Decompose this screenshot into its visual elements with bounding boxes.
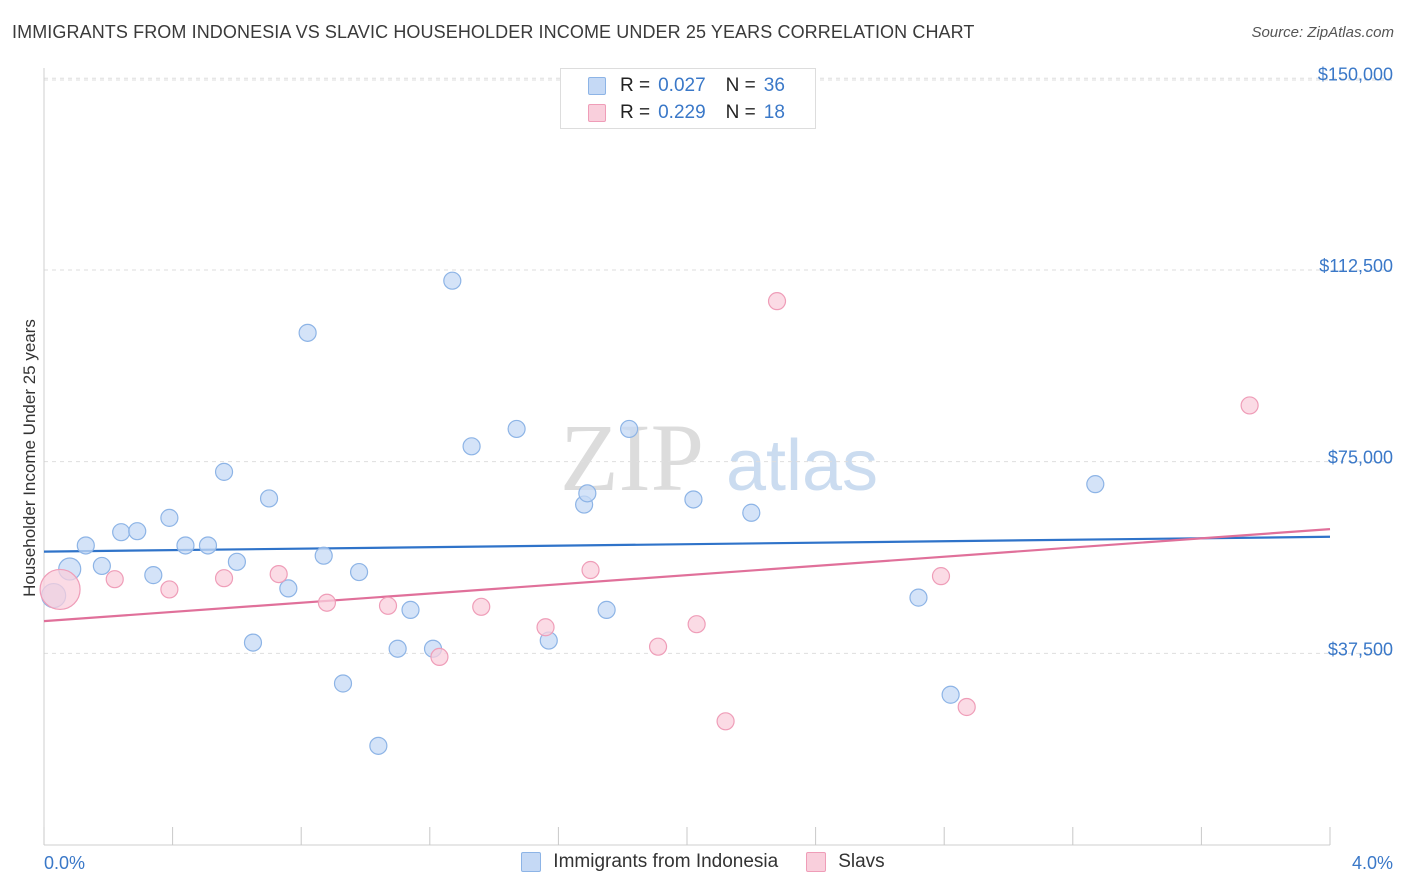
- indonesia-point: [214, 462, 234, 481]
- indonesia-point: [279, 579, 298, 598]
- slavs-point: [214, 569, 234, 588]
- data-points: [39, 271, 1259, 755]
- n-label: N =: [725, 102, 756, 123]
- legend-row-slavs: R = 0.229 N = 18: [588, 101, 785, 125]
- indonesia-point: [443, 271, 462, 290]
- pink-swatch: [588, 104, 606, 122]
- indonesia-point: [314, 546, 333, 565]
- watermark-atlas: atlas: [726, 426, 878, 506]
- indonesia-point: [620, 419, 639, 439]
- r-value: 0.027: [658, 75, 706, 96]
- y-tick-label: $37,500: [1328, 639, 1393, 659]
- slavs-point: [430, 647, 449, 667]
- indonesia-point: [684, 490, 703, 509]
- slavs-point: [378, 596, 398, 615]
- series-legend: Immigrants from Indonesia Slavs: [0, 851, 1406, 873]
- y-tick-label: $75,000: [1328, 448, 1393, 468]
- gridlines: [44, 77, 1394, 654]
- chart-title: IMMIGRANTS FROM INDONESIA VS SLAVIC HOUS…: [12, 22, 975, 42]
- n-value: 36: [763, 75, 785, 96]
- indonesia-point: [259, 489, 279, 508]
- trend-lines: [43, 528, 1331, 623]
- x-tick-label-max: 4.0%: [1352, 853, 1393, 873]
- indonesia-point: [160, 508, 179, 527]
- indonesia-point: [128, 522, 147, 541]
- slavs-point: [536, 618, 555, 637]
- slavs-point: [317, 593, 337, 612]
- trend-line-0: [43, 535, 1331, 553]
- slavs-point: [931, 567, 951, 586]
- slavs-point: [581, 560, 600, 580]
- y-tick-label: $112,500: [1319, 256, 1393, 276]
- indonesia-point: [507, 419, 526, 439]
- x-tick-label-min: 0.0%: [44, 853, 85, 873]
- indonesia-point: [578, 484, 597, 503]
- blue-swatch: [588, 77, 606, 95]
- indonesia-point: [388, 639, 407, 658]
- axes: [43, 68, 1331, 846]
- slavs-point: [767, 292, 787, 311]
- watermark: ZIP atlas: [560, 404, 878, 511]
- y-tick-label: $150,000: [1318, 64, 1393, 84]
- slavs-point: [472, 597, 491, 616]
- indonesia-point: [144, 566, 163, 585]
- source-label: Source: ZipAtlas.com: [1251, 24, 1394, 41]
- y-tick-labels: $37,500 $75,000 $112,500 $150,000: [1318, 64, 1393, 659]
- slavs-point: [39, 568, 81, 611]
- n-label: N =: [725, 75, 756, 96]
- slavs-point: [716, 712, 735, 731]
- indonesia-point: [742, 503, 761, 522]
- indonesia-point: [941, 685, 960, 704]
- slavs-point: [687, 615, 706, 634]
- indonesia-point: [243, 633, 263, 652]
- slavs-point: [269, 564, 288, 584]
- r-label: R =: [620, 75, 651, 96]
- slavs-point: [105, 570, 124, 589]
- indonesia-point: [597, 600, 616, 619]
- correlation-legend: R = 0.027 N = 36 R = 0.229 N = 18: [560, 68, 816, 129]
- indonesia-point: [112, 523, 131, 542]
- indonesia-point: [369, 736, 388, 755]
- indonesia-point: [198, 536, 218, 555]
- indonesia-point: [1086, 475, 1105, 494]
- legend-item-indonesia: Immigrants from Indonesia: [521, 851, 778, 873]
- n-value: 18: [763, 102, 785, 123]
- indonesia-point: [909, 588, 928, 607]
- indonesia-point: [227, 552, 246, 571]
- legend-row-indonesia: R = 0.027 N = 36: [588, 74, 785, 98]
- legend-label: Immigrants from Indonesia: [553, 851, 779, 872]
- legend-item-slavs: Slavs: [806, 851, 885, 873]
- legend-label: Slavs: [838, 851, 885, 872]
- blue-swatch: [521, 852, 542, 872]
- r-value: 0.229: [658, 102, 706, 123]
- r-label: R =: [620, 102, 651, 123]
- indonesia-point: [349, 562, 369, 582]
- indonesia-point: [176, 536, 195, 555]
- trend-line-1: [43, 528, 1331, 623]
- slavs-point: [160, 580, 179, 599]
- indonesia-point: [298, 323, 317, 342]
- indonesia-point: [333, 674, 353, 693]
- slavs-point: [648, 637, 668, 656]
- indonesia-point: [92, 556, 111, 576]
- x-tick-labels: 0.0% 4.0%: [44, 853, 1393, 873]
- indonesia-point: [401, 600, 420, 619]
- slavs-point: [1240, 396, 1259, 415]
- slavs-point: [957, 697, 976, 717]
- indonesia-point: [462, 437, 481, 456]
- y-axis-label: Householder Income Under 25 years: [20, 319, 39, 597]
- pink-swatch: [806, 852, 827, 872]
- indonesia-point: [76, 536, 95, 555]
